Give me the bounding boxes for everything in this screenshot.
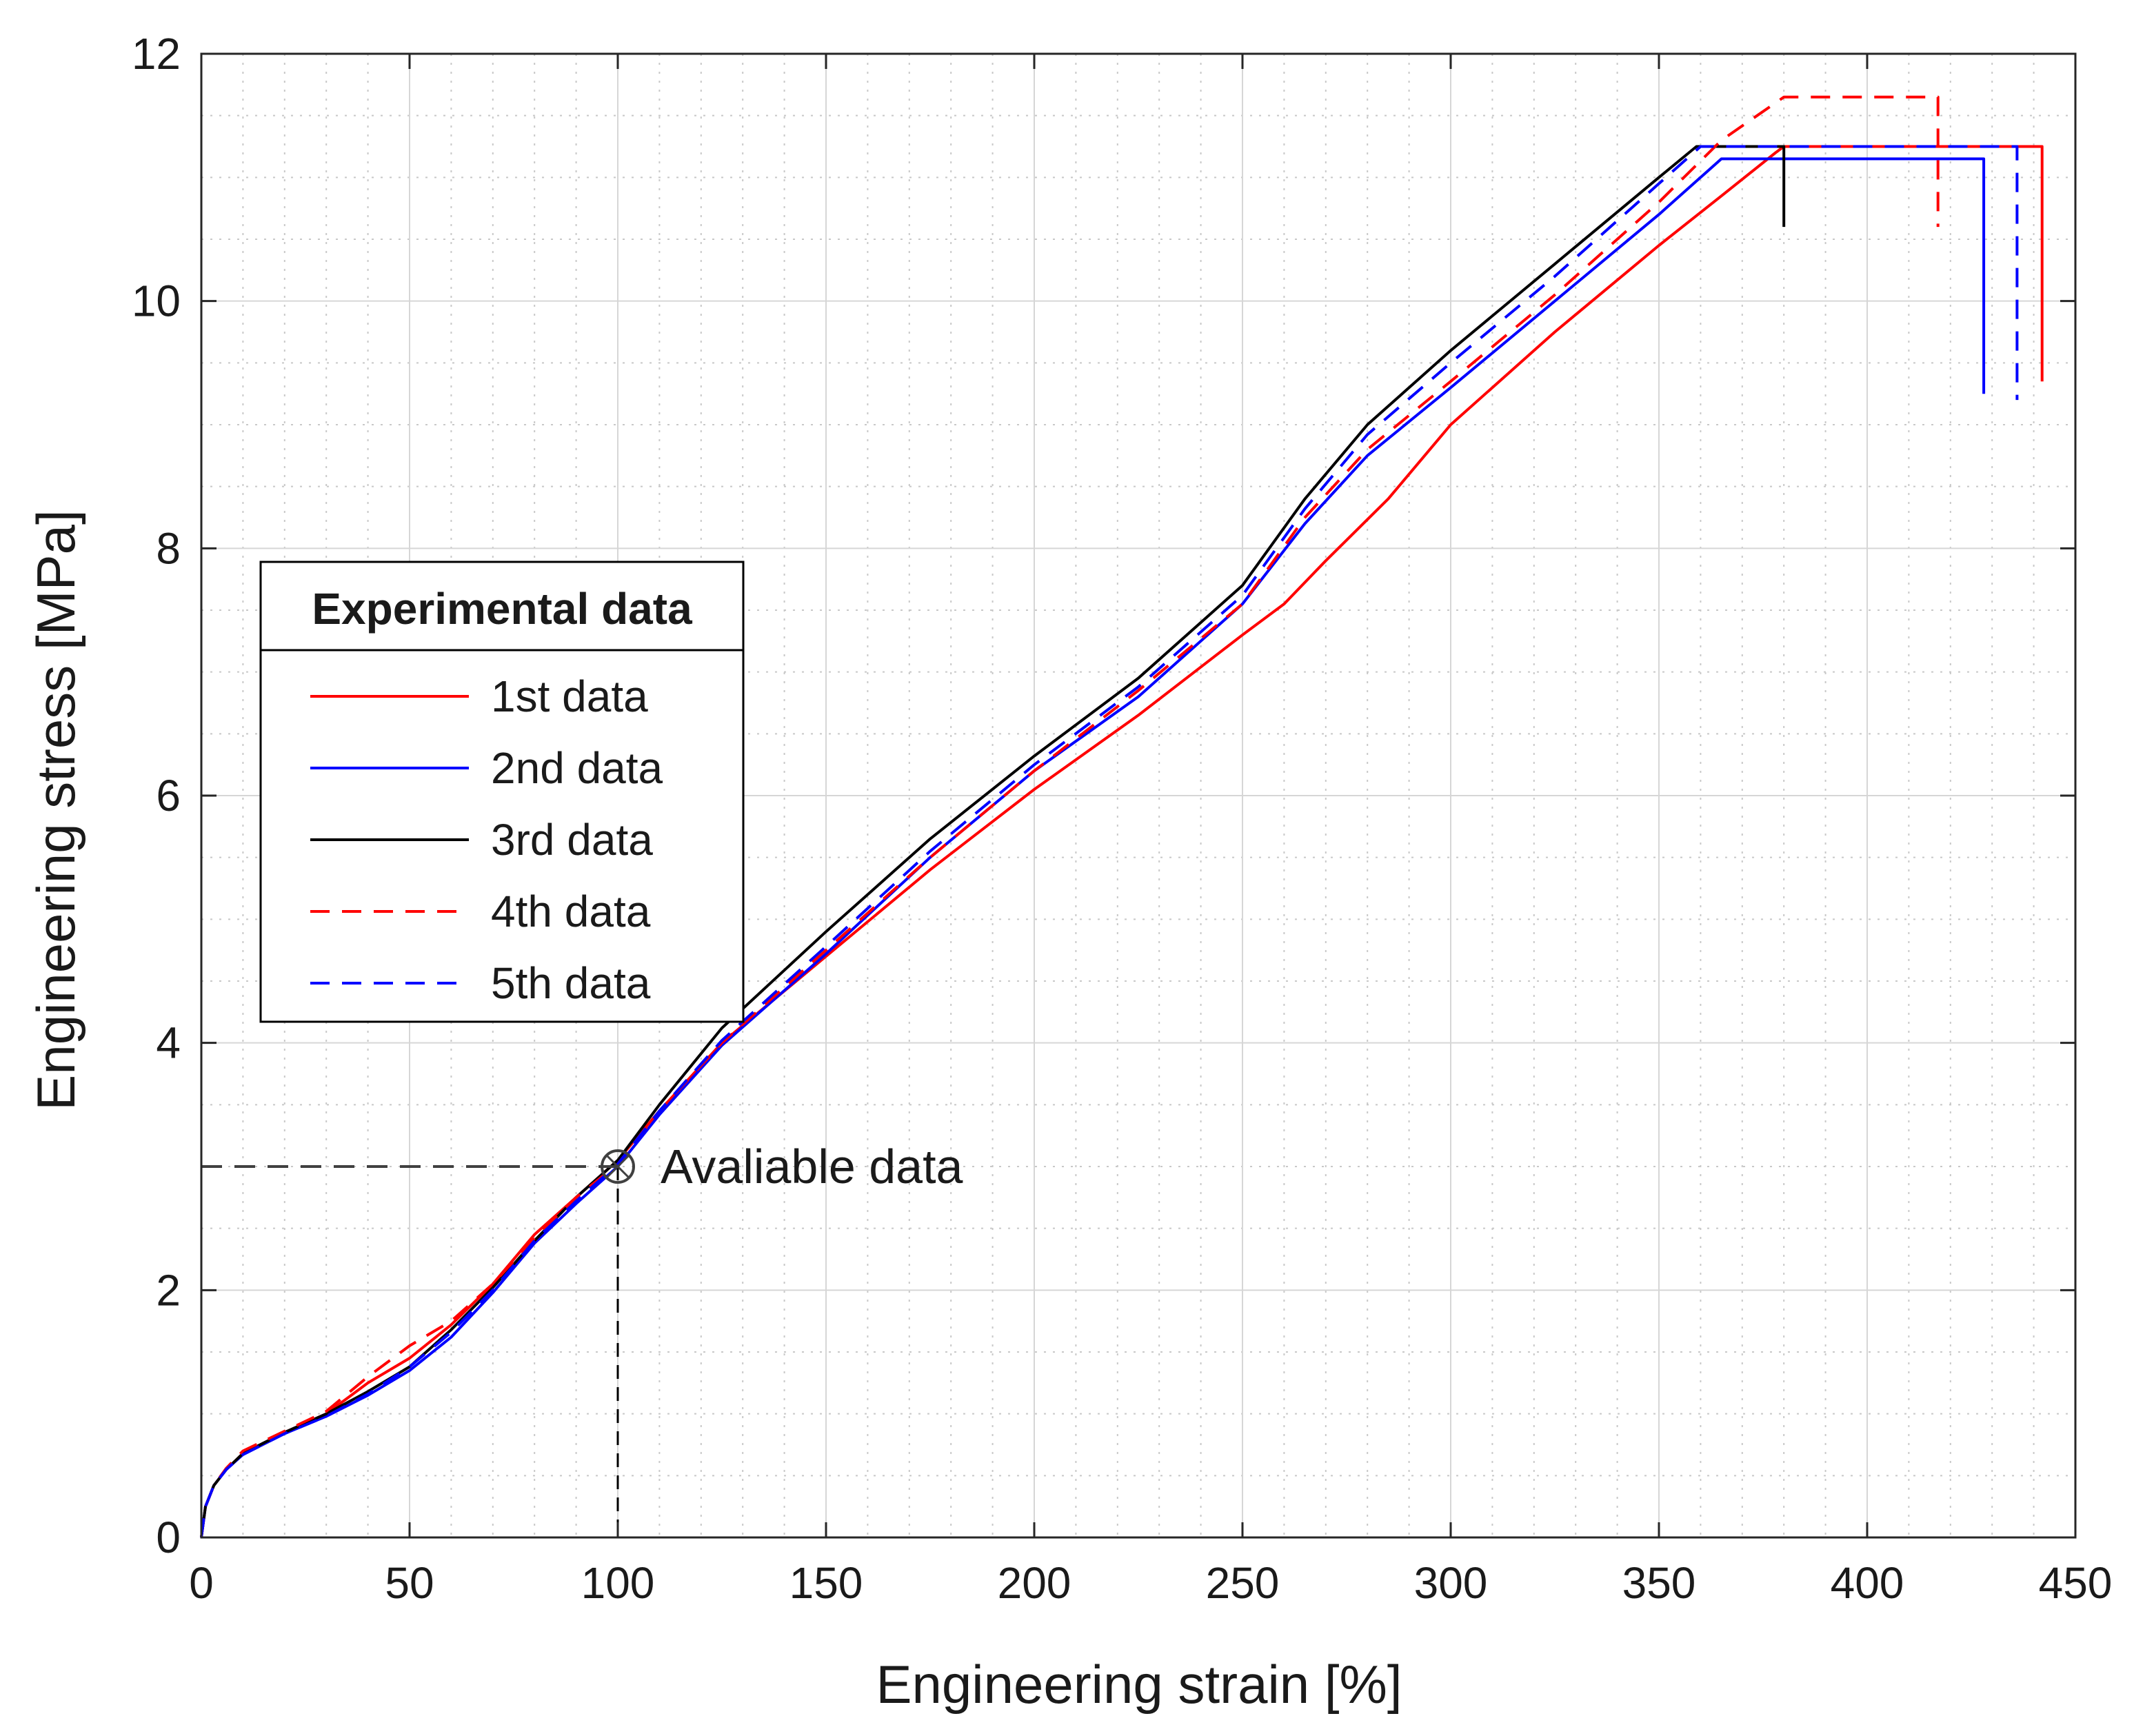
legend-title: Experimental data: [312, 584, 692, 634]
legend-label-3: 3rd data: [491, 815, 653, 865]
legend: Experimental data 1st data 2nd data 3rd da…: [259, 561, 745, 1023]
annotation-group: Avaliable data: [201, 1140, 963, 1537]
y-tick-label: 10: [132, 276, 181, 326]
series-line-4: [200, 95, 1940, 1538]
annotation-label: Avaliable data: [661, 1140, 963, 1193]
x-tick-label: 350: [1622, 1558, 1696, 1608]
legend-label-2: 2nd data: [491, 743, 663, 793]
x-tick-label: 250: [1206, 1558, 1280, 1608]
annotation-marker-cross-b: [605, 1154, 630, 1179]
y-tick-label: 8: [156, 523, 181, 573]
y-tick-label: 6: [156, 771, 181, 820]
x-tick-label: 300: [1414, 1558, 1488, 1608]
x-tick-label: 150: [789, 1558, 863, 1608]
grid: [201, 53, 2076, 1538]
y-axis-title: Engineering stress [MPa]: [26, 509, 86, 1110]
x-tick-label: 100: [581, 1558, 655, 1608]
y-tick-label: 4: [156, 1018, 181, 1068]
y-tick-label: 0: [156, 1513, 181, 1562]
x-tick-label: 50: [385, 1558, 434, 1608]
x-tick-label: 400: [1831, 1558, 1904, 1608]
legend-items: 1st data 2nd data 3rd data 4th data 5th data: [310, 672, 663, 1008]
axes: [200, 52, 2077, 1539]
legend-label-5: 5th data: [491, 958, 651, 1008]
annotation-marker-circle: [601, 1149, 635, 1184]
x-tick-label: 450: [2039, 1558, 2113, 1608]
legend-box: [259, 561, 745, 1023]
series-line-5: [200, 145, 2019, 1538]
x-tick-label: 200: [998, 1558, 1071, 1608]
series-group: [200, 95, 2044, 1538]
x-axis-title: Engineering strain [%]: [876, 1654, 1402, 1715]
legend-label-1: 1st data: [491, 672, 648, 721]
y-tick-label: 2: [156, 1265, 181, 1315]
y-tick-label: 12: [132, 29, 181, 79]
legend-label-4: 4th data: [491, 887, 651, 936]
x-tick-label: 0: [189, 1558, 214, 1608]
tick-labels: 0 50 100 150 200 250 300 350 400 450 0 2 4 6 8 10 12: [132, 29, 2113, 1608]
